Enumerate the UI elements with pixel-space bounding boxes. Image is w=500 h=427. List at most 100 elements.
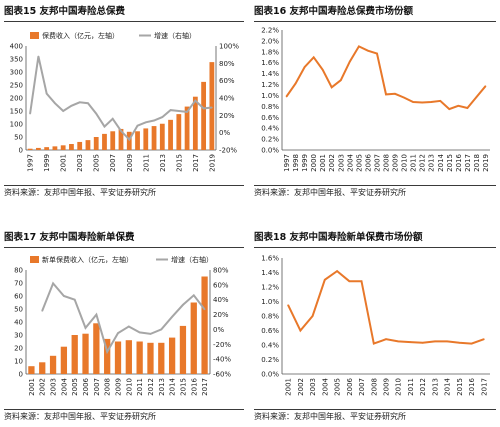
growth-point [70,105,73,107]
x-tick-label: 2017 [464,154,472,172]
x-tick-label: 2011 [407,378,415,396]
y-tick-label-left: 250 [10,82,23,90]
share-point [311,315,314,317]
x-tick-label: 2003 [76,154,84,172]
growth-point [87,102,89,104]
share-point [303,66,306,68]
y-tick-label-right: 60% [219,77,235,85]
x-tick-label: 2016 [468,377,476,395]
bar [168,337,176,374]
growth-point [178,110,180,112]
growth-point [128,138,131,141]
bar [114,341,122,374]
share-point [336,270,338,272]
growth-point [169,109,172,111]
growth-point [136,124,139,127]
bar [60,145,66,150]
divider [4,185,244,186]
x-tick-label: 2001 [285,378,293,396]
x-tick-label: 2012 [419,378,427,396]
growth-point [37,55,40,58]
y-tick-label: 2.2% [261,27,279,35]
divider [254,247,496,248]
x-tick-label: 1997 [283,154,291,172]
y-tick-label-right: 40% [219,95,235,103]
x-tick-label: 2015 [446,154,454,172]
bar [102,133,107,150]
x-tick-label: 2001 [60,154,68,172]
y-tick-label-left: 60 [14,293,23,301]
bar [71,335,78,374]
growth-point [117,332,119,334]
share-point [324,278,326,281]
bar [52,146,58,150]
y-tick-label-right: 60% [213,281,229,289]
x-tick-label: 2002 [297,378,305,396]
x-tick-label: 2009 [126,154,134,172]
bar [39,362,46,374]
bar [135,131,140,150]
x-tick-label: 2015 [456,378,464,396]
x-tick-label: 2015 [175,154,183,172]
x-tick-label: 2018 [473,154,481,172]
x-tick-label: 2014 [437,153,445,171]
x-tick-label: 2019 [482,154,490,172]
y-tick-label-left: 40 [14,319,23,327]
growth-point [62,110,64,112]
growth-point [111,118,114,120]
x-tick-label: 2003 [50,378,58,396]
legend-swatch-bar [30,32,39,39]
growth-point [106,350,108,353]
bar [209,62,215,151]
bar [201,81,207,150]
share-point [484,85,487,87]
growth-point [103,125,106,128]
y-tick-label-left: 100 [10,121,23,129]
x-tick-label: 2010 [125,378,133,396]
growth-point [84,327,87,329]
growth-point [95,313,98,316]
y-tick-label-left: 70 [14,280,23,288]
growth-point [171,316,173,318]
y-tick-label-right: -20% [213,341,231,349]
y-tick-label: 1.2% [261,284,279,292]
bar [118,128,124,150]
x-tick-label: 2001 [28,378,36,396]
y-tick-label: 1.4% [261,269,279,277]
source-note: 资料来源：友邦中国年报、平安证券研究所 [254,412,406,421]
x-tick-label: 2014 [169,377,177,395]
growth-point [153,119,155,122]
bar [159,123,165,150]
x-tick-label: 2007 [373,154,381,172]
source-note: 资料来源：友邦中国年报、平安证券研究所 [4,188,156,197]
y-tick-label-left: 300 [10,69,23,77]
bar [82,333,89,374]
x-tick-label: 2005 [93,154,101,172]
share-point [360,280,363,282]
x-tick-label: 2012 [147,378,155,396]
x-tick-label: 2004 [321,377,329,395]
y-tick-label-right: 20% [219,112,235,120]
x-tick-label: 2006 [346,377,354,395]
x-tick-label: 1999 [43,154,51,172]
y-tick-label-left: 150 [10,108,23,116]
bar [110,131,116,150]
y-tick-label: 1.2% [261,81,279,89]
bar [176,114,182,150]
x-tick-label: 2007 [93,378,101,396]
bar [49,355,57,374]
growth-point [186,111,188,113]
bar [184,106,190,150]
x-tick-label: 2002 [39,378,47,396]
divider [254,21,496,22]
y-tick-label-left: 50 [14,134,23,142]
y-tick-label-left: 200 [10,95,23,103]
y-tick-label-right: 40% [213,296,229,304]
bar [69,144,74,150]
x-tick-label: 2008 [104,378,112,396]
x-tick-label: 2015 [179,378,187,396]
chart-title: 图表18 友邦中国寿险新单保费市场份额 [254,232,423,243]
x-tick-label: 2005 [71,378,79,396]
y-tick-label: 0.0% [261,147,279,155]
growth-point [211,106,213,109]
